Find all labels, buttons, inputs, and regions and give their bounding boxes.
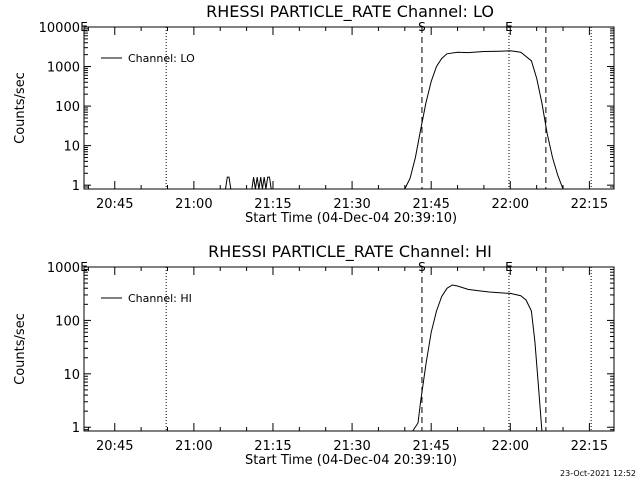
panel-lo-title: RHESSI PARTICLE_RATE Channel: LO	[206, 2, 494, 22]
x-tick-label: 22:00	[492, 439, 529, 454]
y-tick-label: 10	[63, 140, 80, 155]
x-axis-label: Start Time (04-Dec-04 20:39:10)	[245, 211, 457, 226]
event-marker-label: E	[80, 260, 88, 274]
event-marker-label: E	[505, 260, 513, 274]
x-tick-label: 22:15	[571, 197, 608, 212]
event-marker-label: S	[418, 20, 426, 34]
y-tick-label: 1	[72, 179, 80, 194]
x-tick-label: 21:45	[412, 197, 449, 212]
x-tick-label: 21:00	[175, 439, 212, 454]
x-tick-label: 21:15	[254, 439, 291, 454]
x-tick-label: 21:15	[254, 197, 291, 212]
y-tick-label: 10	[63, 368, 80, 383]
x-tick-label: 22:00	[492, 197, 529, 212]
event-marker-label: E	[505, 20, 513, 34]
x-axis-label: Start Time (04-Dec-04 20:39:10)	[245, 453, 457, 468]
x-tick-label: 20:45	[96, 197, 133, 212]
x-tick-label: 21:30	[333, 439, 370, 454]
panel-hi: RHESSI PARTICLE_RATE Channel: HI 1101001…	[13, 242, 615, 468]
panel-lo: RHESSI PARTICLE_RATE Channel: LO 1101001…	[13, 2, 615, 226]
panel-lo-plot: 1 10 100 1000 10000 20:45 21:00 21:15 21:30 21:45…	[13, 20, 615, 226]
event-marker-label: S	[418, 260, 426, 274]
legend-label: Channel: HI	[128, 292, 192, 305]
event-marker-label: E	[80, 20, 88, 34]
y-tick-label: 10000	[39, 21, 80, 36]
y-tick-label: 1000	[47, 261, 80, 276]
y-tick-label: 100	[55, 314, 80, 329]
series-line	[412, 284, 543, 432]
x-tick-label: 20:45	[96, 439, 133, 454]
x-tick-label: 21:45	[412, 439, 449, 454]
x-tick-label: 21:30	[333, 197, 370, 212]
plot-timestamp: 23-Oct-2021 12:52	[560, 469, 636, 478]
panel-hi-title: RHESSI PARTICLE_RATE Channel: HI	[208, 242, 492, 262]
series-line	[225, 50, 564, 190]
x-tick-label: 22:15	[571, 439, 608, 454]
y-tick-label: 1	[72, 421, 80, 436]
y-axis-label: Counts/sec	[13, 313, 28, 385]
y-tick-label: 100	[55, 100, 80, 115]
y-axis-label: Counts/sec	[13, 72, 28, 144]
plot-frame	[83, 266, 615, 432]
legend-label: Channel: LO	[128, 52, 195, 65]
panel-hi-plot: 1 10 100 1000 20:45 21:00 21:15 21:30 21:45 22:00…	[13, 260, 615, 468]
y-tick-label: 1000	[47, 61, 80, 76]
x-tick-label: 21:00	[175, 197, 212, 212]
